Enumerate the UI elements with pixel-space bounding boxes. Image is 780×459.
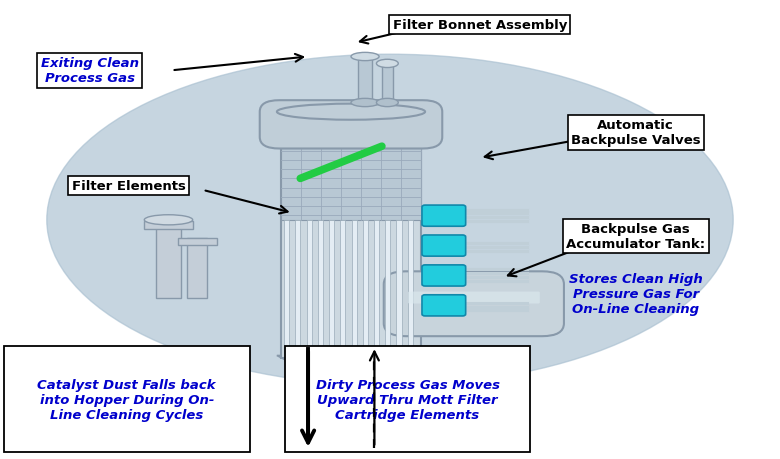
- Text: Filter Elements: Filter Elements: [72, 179, 186, 192]
- Bar: [318, 220, 323, 353]
- Bar: [296, 220, 300, 353]
- Text: Exiting Clean
Process Gas: Exiting Clean Process Gas: [41, 57, 139, 85]
- Text: Backpulse Gas
Accumulator Tank:: Backpulse Gas Accumulator Tank:: [566, 223, 705, 250]
- Bar: [284, 220, 289, 353]
- FancyBboxPatch shape: [384, 272, 564, 336]
- FancyBboxPatch shape: [4, 347, 250, 452]
- Ellipse shape: [144, 215, 193, 225]
- Text: Stores Clean High
Pressure Gas For
On-Line Cleaning: Stores Clean High Pressure Gas For On-Li…: [569, 272, 703, 315]
- FancyBboxPatch shape: [281, 129, 421, 358]
- Bar: [307, 220, 312, 353]
- FancyBboxPatch shape: [422, 295, 466, 316]
- FancyBboxPatch shape: [260, 101, 442, 149]
- Bar: [281, 133, 421, 220]
- FancyBboxPatch shape: [285, 347, 530, 452]
- Ellipse shape: [377, 99, 399, 107]
- Bar: [385, 220, 390, 353]
- Bar: [156, 220, 181, 298]
- Bar: [352, 220, 356, 353]
- FancyBboxPatch shape: [408, 292, 540, 304]
- FancyBboxPatch shape: [422, 265, 466, 286]
- Bar: [358, 57, 372, 103]
- Bar: [178, 238, 217, 246]
- Text: Filter Bonnet Assembly: Filter Bonnet Assembly: [392, 19, 567, 32]
- Bar: [144, 221, 193, 230]
- Bar: [329, 220, 334, 353]
- FancyBboxPatch shape: [422, 206, 466, 227]
- Text: Automatic
Backpulse Valves: Automatic Backpulse Valves: [571, 119, 700, 147]
- Text: Dirty Process Gas Moves
Upward Thru Mott Filter
Cartridge Elements: Dirty Process Gas Moves Upward Thru Mott…: [316, 378, 499, 421]
- Ellipse shape: [351, 99, 379, 107]
- Text: Catalyst Dust Falls back
into Hopper During On-
Line Cleaning Cycles: Catalyst Dust Falls back into Hopper Dur…: [37, 378, 216, 421]
- Ellipse shape: [351, 53, 379, 62]
- Bar: [340, 220, 346, 353]
- Ellipse shape: [277, 104, 425, 120]
- Bar: [382, 64, 393, 103]
- Bar: [408, 220, 413, 353]
- Ellipse shape: [377, 60, 399, 68]
- Ellipse shape: [47, 55, 733, 386]
- Bar: [396, 220, 402, 353]
- Bar: [363, 220, 368, 353]
- Bar: [187, 239, 207, 298]
- FancyBboxPatch shape: [422, 235, 466, 257]
- Bar: [374, 220, 379, 353]
- Polygon shape: [277, 356, 425, 388]
